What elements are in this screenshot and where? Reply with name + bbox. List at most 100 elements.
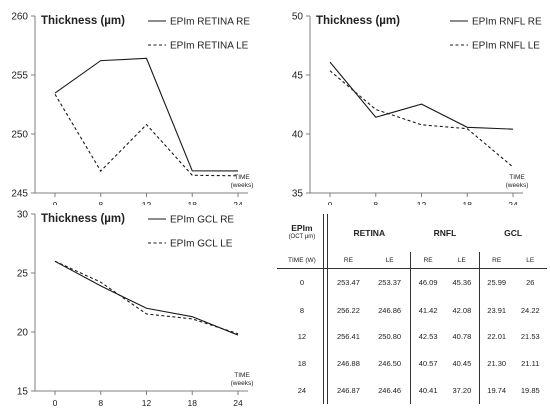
table-cell: 37.20 xyxy=(452,386,472,396)
series-line xyxy=(54,93,239,177)
table-cell: 246.50 xyxy=(378,359,402,369)
table-cell: 22.01 xyxy=(478,323,514,351)
series-line xyxy=(54,57,239,172)
table-cell: 40.41 xyxy=(410,377,445,404)
y-tick-label: 50 xyxy=(292,12,304,23)
x-tick-label: 12 xyxy=(142,200,152,205)
table-cell: 21.11 xyxy=(521,359,540,369)
y-tick-label: 245 xyxy=(11,189,28,200)
table-left-divider xyxy=(323,214,324,404)
x-tick-label: 8 xyxy=(98,200,103,205)
table-corner-sub: (OCT µm) xyxy=(288,234,316,240)
series-line xyxy=(54,260,239,336)
x-tick-label: 18 xyxy=(188,398,198,408)
legend-label: EPIm RETINA LE xyxy=(170,41,249,52)
x-tick-label: 8 xyxy=(98,398,103,408)
x-tick-label: 0 xyxy=(53,200,58,205)
y-tick-label: 15 xyxy=(17,387,29,398)
chart-rnfl: 35 40 45 50 0 8 12 18 24 TIME (weeks) Thickness (µm… xyxy=(292,12,542,206)
table-subheader: LE xyxy=(445,252,480,269)
table-cell: 246.46 xyxy=(378,386,402,396)
y-tick-label: 45 xyxy=(292,71,304,82)
table-cell: 25.99 xyxy=(478,268,514,297)
table-cell: 21.53 xyxy=(520,332,540,342)
y-tick-label: 260 xyxy=(11,12,28,23)
table-row: 12 256.41 250.80 42.53 40.78 22.01 21.53 xyxy=(277,323,547,351)
table-cell: 256.41 xyxy=(326,323,370,351)
y-tick-label: 255 xyxy=(11,71,28,82)
table-cell: 18 xyxy=(297,359,307,369)
table-cell: 0 xyxy=(299,278,304,288)
y-tick-label: 30 xyxy=(17,210,29,221)
table-row: 0 253.47 253.37 46.09 45.36 25.99 26 xyxy=(277,268,547,297)
table-cell: 256.22 xyxy=(326,296,370,324)
table-group-rnfl: RNFL xyxy=(433,228,457,238)
table-row: 24 246.87 246.46 40.41 37.20 19.74 19.85 xyxy=(277,377,547,404)
chart-title: Thickness (µm) xyxy=(41,15,125,27)
table-cell: 246.87 xyxy=(326,377,370,404)
table-cell: 42.53 xyxy=(410,323,445,351)
table-cell: 40.57 xyxy=(410,350,445,378)
table-subheader: LE xyxy=(513,252,547,269)
table-cell: 21.30 xyxy=(478,350,514,378)
table-cell: 12 xyxy=(297,332,307,342)
thickness-table: EPIm (OCT µm) RETINA RNFL GCL TIME (W) R… xyxy=(277,214,547,404)
table-subheader: RE xyxy=(478,252,514,269)
y-tick-label: 25 xyxy=(17,269,29,280)
x-tick-label: 24 xyxy=(233,200,243,205)
table-cell: 42.08 xyxy=(452,305,472,315)
x-tick-label: 18 xyxy=(463,200,473,205)
legend-label: EPIm RNFL LE xyxy=(472,41,540,52)
table-cell: 40.78 xyxy=(452,332,472,342)
chart-title: Thickness (µm) xyxy=(316,15,400,27)
x-tick-label: 18 xyxy=(188,200,198,205)
table-cell: 246.86 xyxy=(378,305,402,315)
table-subheader: RE xyxy=(326,252,370,269)
legend-label: EPIm GCL RE xyxy=(170,215,234,226)
table-cell: 250.80 xyxy=(378,332,402,342)
y-tick-label: 250 xyxy=(11,130,28,141)
table-cell: 23.91 xyxy=(478,296,514,324)
chart-gcl: 15 20 25 30 0 8 12 18 24 TIME (weeks) Thickness (µm… xyxy=(17,210,254,409)
table-row: 18 246.88 246.50 40.57 40.45 21.30 21.11 xyxy=(277,350,547,378)
series-line xyxy=(54,260,239,335)
table-cell: 8 xyxy=(299,305,304,315)
x-axis-label: TIME (weeks) xyxy=(231,174,254,189)
table-row: 8 256.22 246.86 41.42 42.08 23.91 24.22 xyxy=(277,296,547,324)
x-tick-label: 24 xyxy=(508,200,518,205)
y-tick-label: 40 xyxy=(292,130,304,141)
legend-label: EPIm RNFL RE xyxy=(472,17,542,28)
x-tick-label: 0 xyxy=(53,398,58,408)
table-cell: 24 xyxy=(297,386,307,396)
table-cell: 19.74 xyxy=(478,377,514,404)
table-cell: 19.85 xyxy=(520,386,540,396)
table-cell: 246.88 xyxy=(326,350,370,378)
table-group-retina: RETINA xyxy=(326,214,411,252)
x-tick-label: 0 xyxy=(328,200,333,205)
table-cell: 46.09 xyxy=(410,268,445,297)
table-subheader: RE xyxy=(410,252,445,269)
legend-label: EPIm RETINA RE xyxy=(170,17,250,28)
x-tick-label: 12 xyxy=(142,398,152,408)
table-time-header: TIME (W) xyxy=(277,252,328,269)
table-cell: 45.36 xyxy=(452,278,472,288)
table-cell: 41.42 xyxy=(410,296,445,324)
x-axis-label: TIME (weeks) xyxy=(506,174,529,189)
table-corner-title: EPIm xyxy=(291,223,313,233)
series-line xyxy=(329,61,514,130)
table-cell: 253.37 xyxy=(378,278,402,288)
table-cell: 24.22 xyxy=(520,305,540,315)
chart-title: Thickness (µm) xyxy=(41,213,125,225)
table-group-gcl: GCL xyxy=(504,228,523,238)
table-cell: 253.47 xyxy=(326,268,370,297)
table-corner: EPIm (OCT µm) xyxy=(277,214,327,252)
x-tick-label: 8 xyxy=(373,200,378,205)
table-cell: 40.45 xyxy=(452,359,472,369)
y-tick-label: 20 xyxy=(17,328,29,339)
x-tick-label: 12 xyxy=(417,200,427,205)
x-axis-label: TIME (weeks) xyxy=(231,372,254,387)
x-tick-label: 24 xyxy=(233,398,243,408)
y-tick-label: 35 xyxy=(292,189,304,200)
table-subheader: LE xyxy=(369,252,411,269)
table-cell: 26 xyxy=(526,278,535,288)
